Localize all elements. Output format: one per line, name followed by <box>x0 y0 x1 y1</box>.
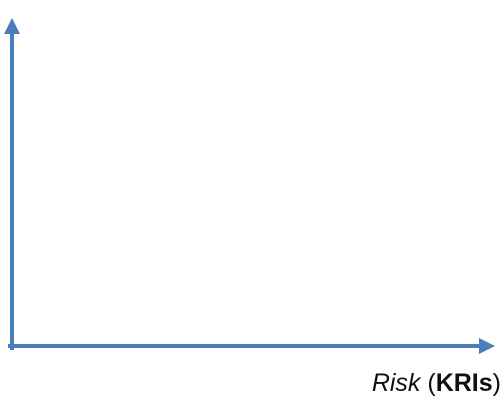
x-axis-label-bold: KRIs <box>435 369 493 397</box>
x-axis-label: Risk (KRIs) <box>372 368 501 398</box>
x-axis-label-italic: Risk <box>371 369 421 397</box>
cropped-title-fragment <box>30 0 125 2</box>
x-axis-label-paren-open: ( <box>427 369 436 397</box>
x-axis-label-paren-close: ) <box>492 369 501 397</box>
